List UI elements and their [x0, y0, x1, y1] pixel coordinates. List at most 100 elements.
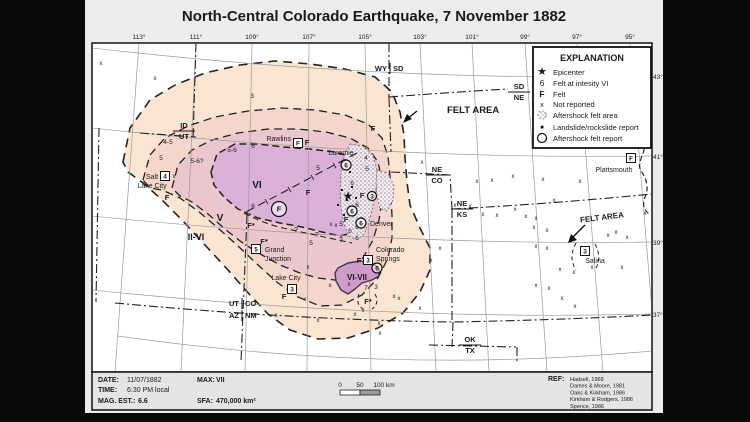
not-reported-mark: x	[329, 283, 332, 289]
landslide-dot	[349, 171, 351, 173]
reference-entry: Spence, 1986	[570, 404, 604, 410]
legend-item-label: Landslide/rockslide report	[553, 123, 639, 132]
state-abbrev: NE	[457, 199, 467, 208]
landslide-dot	[355, 197, 357, 199]
aftershock-report-circle	[366, 190, 378, 202]
not-reported-mark: x	[496, 213, 499, 219]
city-label: Colorado	[376, 247, 405, 254]
town-intensity-value: 3	[583, 249, 587, 256]
not-reported-mark: x	[573, 270, 576, 276]
isoseismal-vi-vii-region	[334, 260, 380, 295]
not-reported-mark: x	[379, 331, 382, 337]
legend-item-label: Not reported	[553, 100, 595, 109]
town-intensity-value: 5	[254, 247, 258, 254]
intensity-zone-label: II-VI	[188, 232, 205, 242]
city: Salt Lake City 4	[137, 171, 170, 190]
state-abbrev: WY	[375, 64, 387, 73]
intensity-report: 6	[355, 224, 359, 231]
bottom-letterbox-bar	[85, 413, 663, 422]
city-label: Grand	[265, 247, 285, 254]
uncertainty-question-mark: ?	[339, 237, 343, 244]
state-pair: NE CO	[426, 165, 448, 185]
aftershock-report-circle	[346, 205, 358, 217]
not-reported-mark: x	[607, 233, 610, 239]
intensity-report: 4-5	[163, 139, 173, 146]
longitude-tick-label: 97°	[572, 33, 582, 41]
intensity-six-icon: 6	[540, 78, 545, 88]
landslide-dot	[343, 214, 345, 216]
longitude-tick-label: 95°	[625, 33, 635, 41]
state-pair: UT CO	[229, 298, 256, 309]
date-value: 11/07/1882	[127, 377, 162, 384]
aftershock-report-value: 6	[344, 163, 348, 170]
uncertainty-question-mark: ?	[294, 227, 298, 234]
felt-f-icon: F	[539, 89, 544, 99]
town-intensity-box	[293, 138, 303, 148]
scale-100: 100 km	[373, 382, 394, 389]
intensity-zone-labels: VI V II-VI VI-VII	[188, 180, 367, 282]
city-label: Salt	[146, 174, 158, 181]
felt-report-letter: F	[357, 256, 362, 265]
not-reported-mark: x	[354, 312, 357, 318]
magnitude-value: 6.6	[138, 398, 148, 405]
longitude-labels: 113° 111° 109° 107° 105° 103° 101° 99° 97° 95°	[133, 33, 636, 41]
not-reported-mark: x	[393, 294, 396, 300]
town-intensity-value: 3	[290, 287, 294, 294]
city-label: Springs	[376, 256, 400, 263]
epicenter-star-icon: ★	[343, 189, 354, 203]
town-intensity-value: F	[296, 141, 300, 148]
legend-box: EXPLANATION ★ Epicenter 6 Felt at intesi…	[532, 46, 652, 149]
right-letterbox-bar	[663, 0, 750, 422]
not-reported-mark: x	[535, 216, 538, 222]
not-reported-mark: x	[559, 267, 562, 273]
city: Laramie 6	[328, 150, 354, 171]
landslide-dot-icon	[540, 125, 544, 129]
state-abbrev: NE	[432, 165, 442, 174]
state-abbrev: CO	[245, 299, 256, 308]
town-intensity-box	[251, 244, 261, 254]
not-reported-mark: x	[626, 235, 629, 241]
not-reported-x-icon: x	[540, 102, 544, 109]
epicenter-star-icon: ★	[537, 66, 547, 78]
not-reported-mark: x	[304, 297, 307, 303]
city-label: Laramie	[328, 150, 353, 157]
longitude-tick-label: 103°	[413, 33, 427, 41]
legend-title: EXPLANATION	[560, 53, 624, 63]
not-reported-mark: x	[514, 207, 517, 213]
aftershock-report-value: F	[277, 205, 282, 214]
aftershock-report-circle	[340, 159, 352, 171]
landslide-dot	[337, 204, 339, 206]
intensity-report: 6	[251, 143, 255, 150]
not-reported-mark: x	[398, 296, 401, 302]
felt-report-letter: F	[282, 292, 287, 301]
state-abbrev: SD	[393, 64, 404, 73]
legend-item-label: Epicenter	[553, 68, 585, 77]
city-labels-and-markers: Rawlins F Laramie 6 Denver 6 Colorado Springs 3 G…	[137, 136, 636, 294]
intensity-report: 6	[355, 202, 359, 209]
aftershock-area-icon	[537, 110, 547, 120]
state-abbrev: NE	[514, 93, 524, 102]
town-intensity-box	[363, 255, 373, 265]
not-reported-mark: x	[533, 225, 536, 231]
landslide-dot	[346, 199, 348, 201]
intensity-report: 5	[159, 155, 163, 162]
intensity-report: 6	[355, 235, 359, 242]
not-reported-mark: x	[548, 286, 551, 292]
aftershock-report-value: 6	[375, 266, 379, 273]
state-pair: ID UT	[173, 121, 195, 141]
state-pair: NE KS	[451, 199, 473, 219]
not-reported-mark: x	[579, 179, 582, 185]
longitude-tick-label: 101°	[465, 33, 479, 41]
city-label: Salina	[585, 258, 605, 265]
city-label: Rawlins	[266, 136, 291, 143]
city: Salina 3	[580, 246, 605, 265]
not-reported-mark: x	[439, 246, 442, 252]
city-label: Junction	[265, 256, 291, 263]
city: Colorado Springs 3	[363, 247, 405, 265]
latitude-tick-label: 39°	[653, 239, 663, 247]
landslide-dots	[337, 171, 357, 216]
city: Plattsmouth F	[596, 153, 636, 174]
intensity-report: 5-6?	[190, 158, 203, 165]
